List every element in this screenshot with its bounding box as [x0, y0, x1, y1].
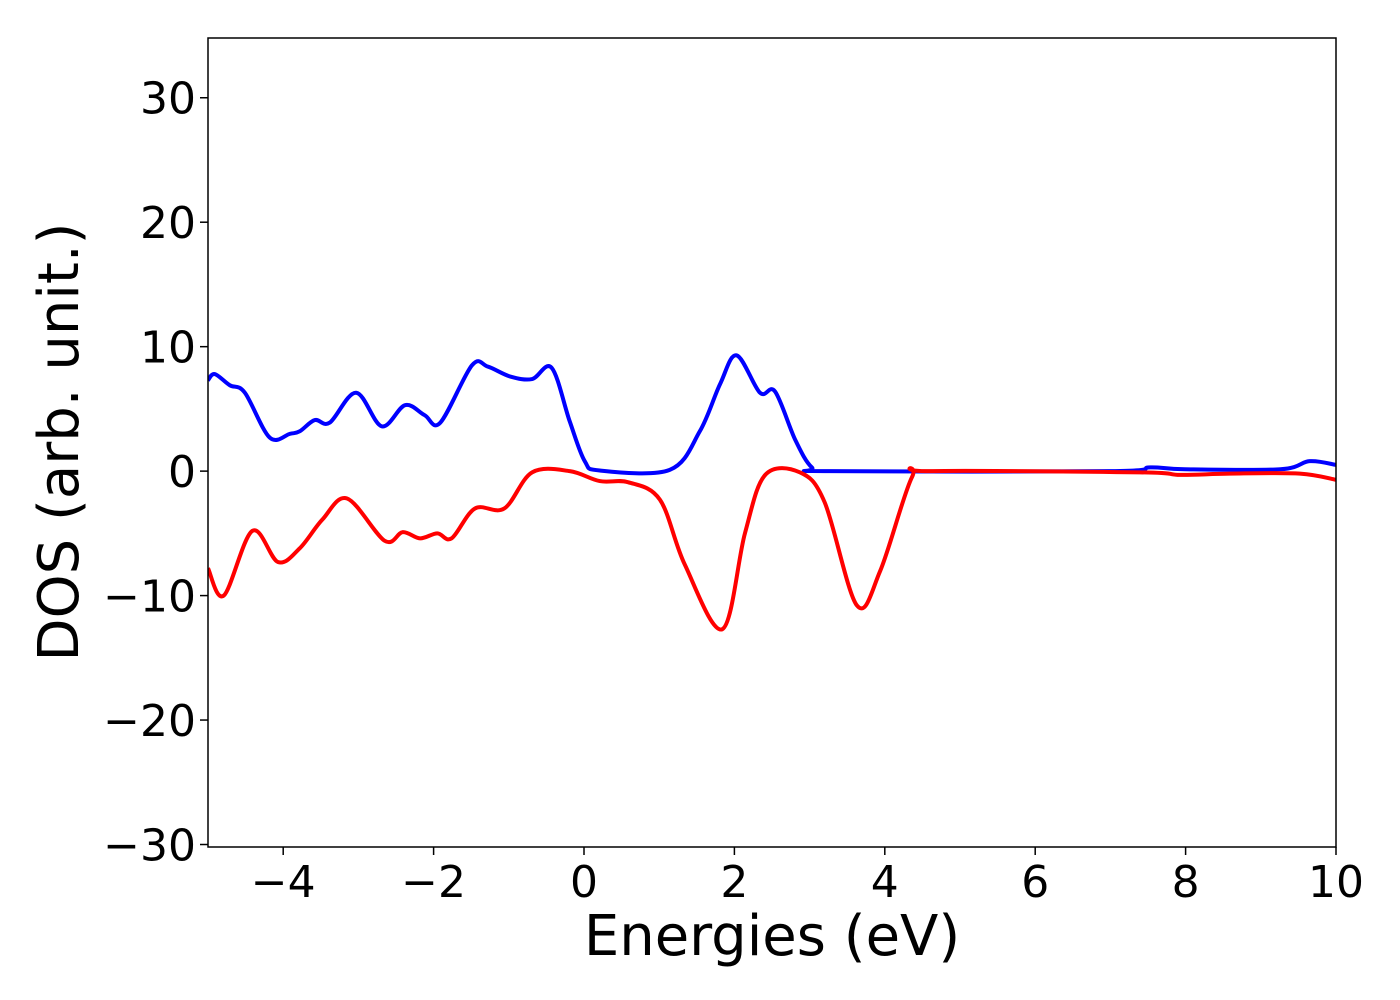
- dos-line: [208, 466, 1336, 632]
- x-tick-label: −2: [401, 857, 466, 908]
- y-axis-label: DOS (arb. unit.): [27, 222, 92, 661]
- y-tick-label: 10: [140, 323, 196, 374]
- y-tick-label: 0: [168, 447, 196, 498]
- x-tick-label: 4: [871, 857, 899, 908]
- x-tick-label: 8: [1172, 857, 1200, 908]
- dos-line: [208, 353, 1336, 476]
- y-tick-label: −30: [103, 821, 196, 872]
- y-tick-label: −20: [103, 696, 196, 747]
- y-tick-label: 30: [140, 74, 196, 125]
- y-tick-label: −10: [103, 572, 196, 623]
- x-tick-label: −4: [251, 857, 316, 908]
- x-tick-label: 6: [1021, 857, 1049, 908]
- x-tick-label: 10: [1308, 857, 1364, 908]
- plot-frame: [207, 37, 1337, 848]
- x-axis-label: Energies (eV): [584, 904, 960, 969]
- x-tick-label: 2: [720, 857, 748, 908]
- y-tick-label: 20: [140, 198, 196, 249]
- x-tick-label: 0: [570, 857, 598, 908]
